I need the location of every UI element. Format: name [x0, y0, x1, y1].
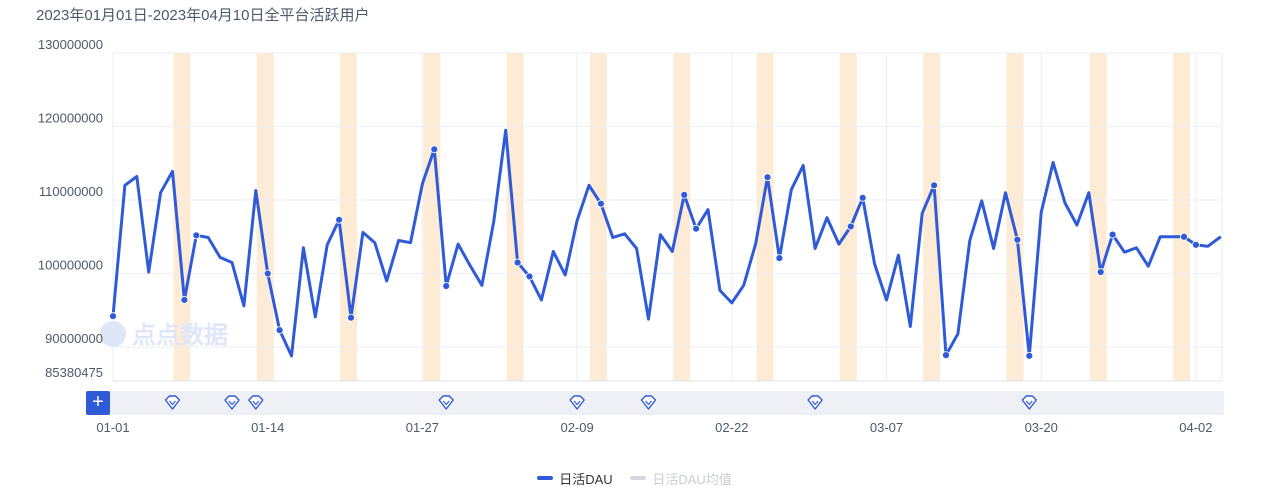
data-point: [430, 145, 439, 154]
event-marker-shape: [1021, 395, 1038, 410]
data-point: [846, 222, 855, 231]
data-point: [1108, 230, 1117, 239]
series-group: [111, 128, 1222, 358]
event-marker-inner: [1025, 400, 1033, 406]
chart-title: 2023年01月01日-2023年04月10日全平台活跃用户: [36, 7, 370, 24]
event-marker-icon[interactable]: [807, 395, 823, 410]
event-marker-shape: [569, 395, 585, 410]
event-marker-icon[interactable]: [640, 395, 657, 410]
data-point: [109, 312, 117, 321]
weekend-band: [423, 53, 441, 381]
y-tick-label: 130000000: [38, 37, 103, 52]
watermark-group: 点点数据: [100, 321, 228, 349]
data-point: [775, 254, 784, 262]
weekend-band: [1089, 53, 1107, 381]
legend-item-dau-average[interactable]: 日活DAU均值: [630, 469, 732, 488]
marker-bar-bg: [110, 391, 1224, 415]
event-marker-shape: [164, 395, 181, 410]
data-point: [763, 173, 772, 182]
weekend-band: [506, 53, 524, 381]
dau-line-chart: 点点数据 130000000 120000000 110000000 10000000…: [38, 37, 1224, 435]
weekend-band: [340, 53, 357, 381]
data-point: [597, 199, 605, 208]
x-tick-label: 03-07: [870, 420, 903, 435]
data-point: [942, 351, 950, 360]
series-line-dau: [111, 128, 1222, 358]
x-tick-label: 01-14: [251, 420, 284, 435]
data-point: [180, 296, 189, 304]
data-point: [335, 215, 344, 224]
data-point: [1025, 351, 1034, 360]
data-point: [513, 258, 522, 267]
legend-swatch-dau-average: [630, 476, 647, 480]
weekend-band: [673, 53, 691, 381]
data-point: [1096, 268, 1105, 276]
watermark-text: 点点数据: [132, 322, 228, 349]
event-marker-inner: [228, 400, 236, 406]
legend-item-dau[interactable]: 日活DAU: [537, 469, 613, 488]
data-point: [275, 326, 284, 335]
event-marker-icon[interactable]: [248, 395, 264, 410]
event-marker-shape: [438, 395, 454, 410]
weekend-band: [256, 53, 274, 381]
x-tick-label: 03-20: [1025, 420, 1058, 435]
event-marker-inner: [811, 400, 819, 406]
y-tick-label: 100000000: [38, 258, 103, 273]
event-marker-icon[interactable]: [224, 395, 240, 410]
event-marker-shape: [807, 395, 823, 410]
data-point: [263, 269, 272, 278]
x-tick-label: 01-01: [96, 420, 129, 435]
x-tick-label: 02-09: [560, 420, 593, 435]
event-marker-icon[interactable]: [438, 395, 454, 410]
weekend-band: [589, 53, 607, 381]
legend: 日活DAU 日活DAU均值: [0, 468, 1269, 488]
y-tick-label: 110000000: [39, 184, 103, 199]
event-marker-inner: [252, 400, 260, 406]
y-tick-label: 120000000: [38, 111, 103, 126]
weekend-bands: [173, 53, 1190, 381]
data-point: [1192, 240, 1200, 249]
event-marker-inner: [169, 400, 176, 406]
event-marker-shape: [224, 395, 240, 410]
data-point: [192, 231, 201, 240]
data-point: [525, 272, 534, 281]
legend-swatch-dau: [537, 476, 554, 480]
watermark-logo-icon: [100, 321, 126, 347]
legend-label-dau-average: 日活DAU均值: [652, 471, 732, 487]
x-tick-label: 01-27: [406, 420, 439, 435]
event-marker-icon[interactable]: [569, 395, 585, 410]
data-point: [442, 282, 451, 290]
event-marker-shape: [248, 395, 264, 410]
y-tick-label: 85380475: [45, 365, 103, 380]
data-point: [1180, 232, 1188, 241]
x-tick-label: 02-22: [715, 420, 748, 435]
weekend-band: [839, 53, 857, 381]
event-marker-icon[interactable]: [164, 395, 181, 410]
event-marker-inner: [645, 400, 652, 406]
data-point: [692, 224, 700, 233]
point-markers: [109, 145, 1200, 360]
event-marker-bar: [110, 391, 1224, 415]
y-axis: 130000000 120000000 110000000 100000000 9000…: [38, 37, 103, 380]
event-marker-icon[interactable]: [1021, 395, 1038, 410]
event-marker-inner: [442, 400, 450, 406]
data-point: [680, 190, 689, 199]
data-point: [347, 313, 355, 322]
event-marker-shape: [640, 395, 657, 410]
data-point: [858, 193, 867, 202]
legend-label-dau: 日活DAU: [559, 471, 613, 487]
weekend-band: [756, 53, 774, 381]
x-axis: 01-01 01-14 01-27 02-09 02-22 03-07 03-20 04-02: [96, 420, 1212, 435]
y-tick-label: 90000000: [45, 331, 103, 346]
x-tick-label: 04-02: [1179, 420, 1212, 435]
weekend-band: [923, 53, 941, 381]
event-marker-inner: [573, 400, 581, 406]
weekend-band: [1173, 53, 1190, 381]
weekend-band: [1006, 53, 1024, 381]
data-point: [1013, 235, 1022, 244]
data-point: [930, 181, 938, 190]
zoom-add-button[interactable]: +: [86, 391, 110, 415]
